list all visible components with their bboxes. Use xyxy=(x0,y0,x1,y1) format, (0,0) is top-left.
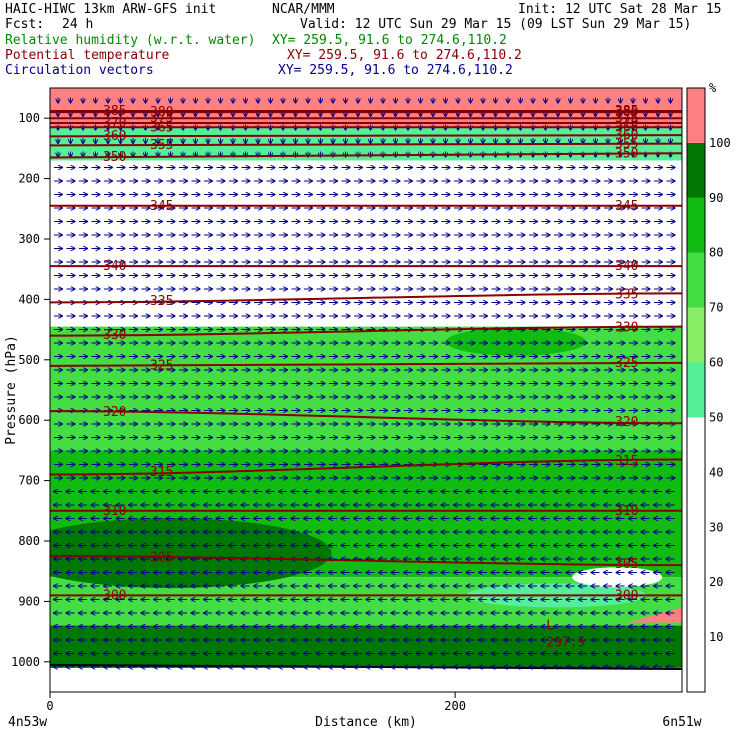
theta-label: 330 xyxy=(103,328,126,343)
y-tick-label: 1000 xyxy=(11,655,40,669)
theta-label: 350 xyxy=(103,150,126,165)
colorbar-band xyxy=(687,307,705,363)
theta-line xyxy=(50,361,682,367)
x-tick-label: 0 xyxy=(46,699,53,713)
y-tick-label: 300 xyxy=(18,232,40,246)
org-label: NCAR/MMM xyxy=(272,2,335,17)
y-tick-label: 200 xyxy=(18,172,40,186)
theta-label: 330 xyxy=(615,321,638,336)
rh-field-name: Relative humidity (w.r.t. water) xyxy=(5,33,256,48)
fcst-label: Fcst: xyxy=(5,17,45,32)
theta-label: 350 xyxy=(615,147,638,162)
colorbar: 10 20 30 40 50 60 70 80 90 100% xyxy=(686,81,731,693)
theta-label: 300 xyxy=(615,588,638,603)
colorbar-band xyxy=(687,197,705,253)
theta-label: 315 xyxy=(615,454,638,469)
colorbar-label: 10 xyxy=(709,630,723,644)
theta-field-xy: XY= 259.5, 91.6 to 274.6,110.2 xyxy=(287,48,522,63)
theta-line xyxy=(50,458,682,476)
theta-line xyxy=(50,292,682,304)
theta-label: 310 xyxy=(103,504,126,519)
colorbar-label: 100 xyxy=(709,136,731,150)
colorbar-label: 80 xyxy=(709,246,723,260)
colorbar-label: 20 xyxy=(709,575,723,589)
colorbar-label: 30 xyxy=(709,520,723,534)
low-annotation: L xyxy=(546,619,554,634)
colorbar-frame xyxy=(686,87,706,693)
theta-label: 345 xyxy=(615,199,638,214)
rh-region xyxy=(50,326,682,451)
theta-line xyxy=(50,325,682,337)
y-tick-label: 900 xyxy=(18,594,40,608)
axes: 100 200 300 400 500 600 700 800 900 1000 0 200 Dista… xyxy=(4,87,702,730)
colorbar-band xyxy=(687,142,705,198)
colorbar-label: 40 xyxy=(709,465,723,479)
vector-field xyxy=(54,97,675,668)
theta-label: 380 xyxy=(615,105,638,120)
moist-pocket xyxy=(445,327,586,356)
theta-line xyxy=(50,410,682,425)
theta-label: 325 xyxy=(150,358,173,373)
theta-label: 360 xyxy=(615,128,638,143)
theta-label: 365 xyxy=(150,120,173,135)
colorbar-band xyxy=(687,88,705,143)
colorbar-label: 50 xyxy=(709,410,723,424)
colorbar-band xyxy=(687,252,705,308)
y-tick-label: 400 xyxy=(18,292,40,306)
colorbar-band xyxy=(687,417,705,692)
theta-line xyxy=(50,142,682,147)
theta-label: 305 xyxy=(150,551,173,566)
y-axis-label: Pressure (hPa) xyxy=(4,335,19,445)
theta-label: 305 xyxy=(615,557,638,572)
below-ground xyxy=(50,667,682,692)
fcst-value: 24 h xyxy=(62,17,94,32)
theta-label: 315 xyxy=(150,465,173,480)
theta-label: 355 xyxy=(150,138,173,153)
y-tick-label: 700 xyxy=(18,474,40,488)
x-tick-label: 200 xyxy=(444,699,466,713)
y-tick-label: 600 xyxy=(18,413,40,427)
rh-region xyxy=(50,88,682,128)
theta-label: 360 xyxy=(103,129,126,144)
vector-field-name: Circulation vectors xyxy=(5,63,154,78)
theta-label: 380 xyxy=(150,105,173,120)
theta-label: 320 xyxy=(615,415,638,430)
theta-label: 310 xyxy=(615,504,638,519)
theta-field-name: Potential temperature xyxy=(5,48,170,63)
theta-label: 345 xyxy=(150,199,173,214)
rh-field xyxy=(50,88,682,692)
theta-label: 340 xyxy=(615,259,638,274)
x-axis-label: Distance (km) xyxy=(315,715,417,730)
theta-label: 300 xyxy=(103,588,126,603)
theta-line xyxy=(50,152,682,159)
theta-label: 335 xyxy=(150,294,173,309)
y-tick-label: 500 xyxy=(18,353,40,367)
init-label: Init: 12 UTC Sat 28 Mar 15 xyxy=(518,2,722,17)
theta-line xyxy=(50,555,682,567)
colorbar-label: 70 xyxy=(709,301,723,315)
theta-line xyxy=(50,134,682,138)
colorbar-label: 90 xyxy=(709,191,723,205)
colorbar-band xyxy=(687,362,705,418)
y-tick-label: 800 xyxy=(18,534,40,548)
x-end-left: 4n53w xyxy=(8,715,47,730)
model-title: HAIC-HIWC 13km ARW-GFS init xyxy=(5,2,217,17)
x-end-right: 6n51w xyxy=(662,715,701,730)
theta-label: 355 xyxy=(615,137,638,152)
colorbar-unit: % xyxy=(709,81,717,95)
theta-label: 340 xyxy=(103,259,126,274)
theta-label: 335 xyxy=(615,287,638,302)
valid-label: Valid: 12 UTC Sun 29 Mar 15 (09 LST Sun … xyxy=(300,17,692,32)
rh-field-xy: XY= 259.5, 91.6 to 274.6,110.2 xyxy=(272,33,507,48)
theta-label: 365 xyxy=(615,120,638,135)
plot-frame xyxy=(49,87,683,693)
low-annotation: 297.5 xyxy=(546,635,585,650)
y-tick-label: 100 xyxy=(18,111,40,125)
theta-label: 325 xyxy=(615,356,638,371)
colorbar-label: 60 xyxy=(709,356,723,370)
vector-field-xy: XY= 259.5, 91.6 to 274.6,110.2 xyxy=(278,63,513,78)
theta-label: 320 xyxy=(103,405,126,420)
